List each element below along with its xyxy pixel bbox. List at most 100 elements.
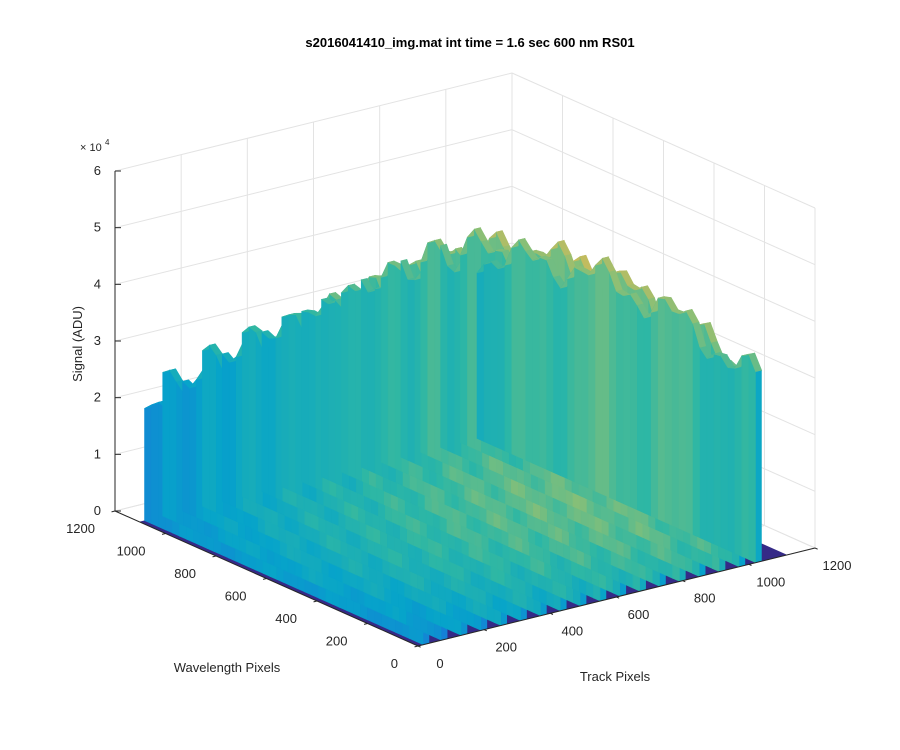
ridge-facet <box>567 266 575 483</box>
chart-title: s2016041410_img.mat int time = 1.6 sec 6… <box>305 35 634 50</box>
ridge-facet <box>483 261 492 446</box>
ridge-facet <box>367 288 376 474</box>
ridge-facet <box>182 380 190 515</box>
grid-line <box>511 72 816 209</box>
y-tick <box>111 510 116 513</box>
ridge-facet <box>202 344 210 510</box>
grid-line <box>114 72 513 172</box>
x-tick <box>616 596 620 599</box>
y-tick <box>161 533 166 535</box>
ridge-facet <box>440 245 448 451</box>
y-tick-label: 800 <box>174 566 196 581</box>
y-tick-label: 1200 <box>66 521 95 536</box>
x-tick <box>814 547 818 550</box>
tick-labels: 0200400600800100012000200400600800100012… <box>66 163 851 671</box>
ridge-facet <box>189 378 197 518</box>
ridge-facet <box>209 344 217 513</box>
ridge-facet <box>261 331 270 496</box>
ridge-facet <box>720 355 729 551</box>
ridge-facet <box>360 278 369 471</box>
z-axis-label: Signal (ADU) <box>70 306 85 382</box>
ridge-facet <box>328 299 336 484</box>
y-tick-label: 1000 <box>117 544 146 559</box>
ridge-facet <box>221 353 230 505</box>
x-axis-label: Track Pixels <box>580 669 651 684</box>
z-tick-label: 5 <box>94 220 101 235</box>
x-tick-label: 400 <box>561 623 583 638</box>
ridge-facet <box>321 298 329 481</box>
ridge-facet <box>532 257 541 467</box>
ridge-facet <box>460 237 468 447</box>
ridge-facet <box>341 284 349 476</box>
ridge-facet <box>407 279 416 464</box>
ridge-facet <box>699 346 708 542</box>
y-axis-label: Wavelength Pixels <box>174 660 281 675</box>
ridge-facet <box>685 310 694 536</box>
ridge-facet <box>630 293 638 511</box>
ridge-facet <box>228 356 237 508</box>
ridge-facet <box>518 238 527 461</box>
x-tick-label: 1200 <box>823 558 852 573</box>
ridge-facet <box>281 314 290 491</box>
y-tick-label: 600 <box>225 589 247 604</box>
x-tick-label: 800 <box>694 591 716 606</box>
ridge-facet <box>151 401 159 528</box>
ridge-facet <box>623 293 631 508</box>
ridge-facet <box>380 262 389 466</box>
ridge-facet <box>420 242 429 456</box>
y-tick <box>363 623 368 625</box>
ridge-facet <box>748 354 757 564</box>
axes <box>111 170 818 648</box>
ridge-facet <box>241 326 250 500</box>
ridge-facet <box>427 240 436 459</box>
ridge-facet <box>609 271 617 501</box>
ridge-facet <box>169 369 177 523</box>
ridge-facet <box>692 323 701 539</box>
x-tick <box>483 629 488 632</box>
ridge-facet <box>664 297 673 526</box>
ridge-facet <box>741 354 750 560</box>
ridge-facet <box>387 261 396 469</box>
grid-line <box>114 129 513 229</box>
z-exponent-label: × 10 4 <box>80 138 110 154</box>
grid-line <box>511 185 816 322</box>
ridge-facet <box>560 277 568 480</box>
ridge-facet <box>511 239 520 458</box>
z-exponent-power: 4 <box>105 138 110 147</box>
ridge-facet <box>162 369 170 520</box>
ridge-facet <box>248 326 257 504</box>
x-tick <box>550 612 554 615</box>
z-tick-label: 3 <box>94 333 101 348</box>
y-tick <box>212 555 217 558</box>
x-tick <box>682 580 686 583</box>
ridge-facet <box>525 250 534 464</box>
ridge-facet <box>144 404 152 525</box>
ridge-facet <box>288 314 297 494</box>
grid-line <box>114 185 513 285</box>
ridge-facet <box>553 276 561 477</box>
ridge-facet <box>671 310 680 529</box>
x-tick-label: 1000 <box>756 574 785 589</box>
ridge-facet <box>602 258 610 498</box>
ridge-facet <box>713 353 722 548</box>
x-tick <box>748 563 752 566</box>
ridge-cap <box>755 370 762 563</box>
ridge-facet <box>706 353 715 545</box>
ridge-facet <box>650 297 659 520</box>
surface-mesh <box>139 227 788 646</box>
ridge-facet <box>643 311 652 517</box>
ridge-facet <box>727 367 736 554</box>
grid-line <box>511 129 816 266</box>
y-tick-label: 0 <box>391 656 398 671</box>
ridge-facet <box>301 310 309 486</box>
z-tick-label: 6 <box>94 163 101 178</box>
ridge-facet <box>447 265 455 455</box>
ridge-facet <box>348 284 356 479</box>
ridge-facet <box>400 260 409 461</box>
ridge-facet <box>588 264 596 492</box>
x-tick <box>417 645 421 648</box>
ridge-facet <box>539 257 548 470</box>
x-tick-label: 0 <box>436 656 443 671</box>
ridge-facet <box>268 337 277 499</box>
